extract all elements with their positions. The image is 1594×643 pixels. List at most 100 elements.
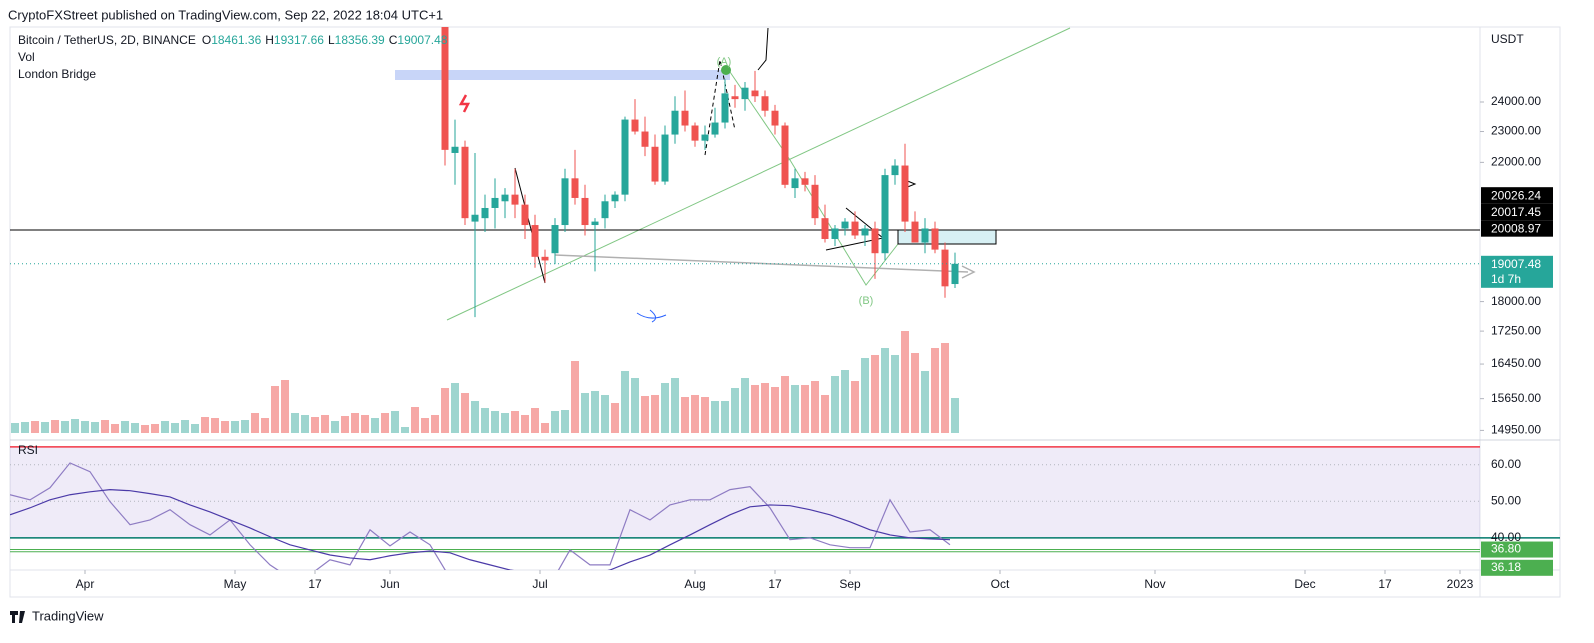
flash-icon [458, 94, 471, 113]
volume-bar [191, 424, 199, 433]
candle-body [711, 122, 719, 135]
last-price-label: 19007.48 [1491, 257, 1541, 271]
candle-body [941, 249, 949, 287]
x-tick-label: Sep [839, 577, 861, 591]
volume-bar [921, 371, 929, 433]
ohlc-value: 19317.66 [274, 33, 324, 47]
gray-line [554, 254, 969, 273]
volume-bar [351, 413, 359, 433]
volume-bar [371, 418, 379, 433]
volume-bar [731, 388, 739, 433]
price-badge [1481, 220, 1553, 237]
volume-bar [821, 395, 829, 433]
x-tick-label: 17 [308, 577, 322, 591]
volume-bar [91, 422, 99, 433]
candle-body [581, 197, 589, 226]
ohlc-letter: C [389, 33, 398, 47]
volume-bar [481, 408, 489, 433]
volume-bar [141, 425, 149, 433]
x-tick-label: 2023 [1447, 577, 1474, 591]
volume-bar [581, 393, 589, 433]
volume-bar [271, 386, 279, 433]
price-pane [10, 27, 1480, 433]
volume-bar [491, 411, 499, 433]
volume-bar [321, 415, 329, 433]
rsi-badge-label: 36.18 [1491, 560, 1521, 574]
volume-bar [401, 427, 409, 433]
zone [395, 70, 730, 80]
volume-bar [641, 396, 649, 433]
volume-bar [361, 415, 369, 433]
candle-body [651, 146, 659, 182]
volume-bar [681, 397, 689, 433]
volume-bar [281, 380, 289, 433]
volume-bar [211, 418, 219, 433]
candle-body [871, 228, 879, 254]
volume-bar [701, 397, 709, 433]
volume-bar [711, 401, 719, 433]
candle-body [851, 221, 859, 236]
candle-body [741, 87, 749, 100]
y-tick-label: 23000.00 [1491, 124, 1541, 138]
candle-body [731, 96, 739, 100]
candle-body [531, 225, 539, 257]
squiggle [636, 309, 667, 323]
volume-bar [791, 385, 799, 433]
candle-body [471, 214, 479, 222]
candle-body [761, 96, 769, 111]
x-tick-label: Jun [380, 577, 399, 591]
x-tick-label: May [224, 577, 247, 591]
volume-bar [131, 423, 139, 433]
candle-body [751, 90, 759, 97]
point [721, 65, 731, 75]
volume-bar [771, 387, 779, 433]
x-tick-label: Aug [684, 577, 705, 591]
volume-bar [121, 421, 129, 433]
candle-body [931, 228, 939, 250]
volume-bar [871, 355, 879, 433]
x-tick-label: Nov [1144, 577, 1165, 591]
black-line [514, 167, 546, 284]
volume-bar [391, 411, 399, 433]
volume-bar [551, 411, 559, 433]
rsi-band [10, 446, 1480, 538]
rsi-line [10, 462, 951, 570]
rsi-title: RSI [18, 443, 38, 457]
volume-bar [861, 358, 869, 433]
volume-bar [201, 417, 209, 433]
candle-body [681, 110, 689, 126]
last-price-badge [1481, 255, 1553, 288]
candle-body [771, 110, 779, 126]
candle-body [831, 228, 839, 239]
candle-body [691, 125, 699, 141]
ohlc-letter: H [265, 33, 274, 47]
volume-bar [801, 385, 809, 433]
volume-bar [311, 417, 319, 433]
candle-body [841, 221, 849, 229]
volume-bar [671, 378, 679, 433]
candle-body [911, 221, 919, 243]
volume-bar [51, 420, 59, 433]
rsi-tick-label: 40.00 [1491, 530, 1521, 544]
volume-bar [761, 383, 769, 433]
volume-bar [111, 424, 119, 433]
price-badge [1481, 187, 1553, 204]
volume-bar [61, 421, 69, 433]
x-tick-label: Jul [532, 577, 547, 591]
published-note: CryptoFXStreet published on TradingView.… [8, 7, 443, 22]
volume-bar [691, 395, 699, 433]
volume-bar [941, 343, 949, 433]
volume-bar [911, 353, 919, 433]
candle-body [801, 178, 809, 185]
volume-bar [161, 421, 169, 433]
volume-bar [151, 424, 159, 433]
price-badge-label: 20026.24 [1491, 188, 1541, 202]
candle-body [951, 263, 959, 285]
candle-body [601, 201, 609, 219]
volume-bar [521, 415, 529, 433]
volume-bar [221, 421, 229, 433]
volume-bar [781, 376, 789, 433]
volume-bar [511, 411, 519, 433]
volume-bar [471, 401, 479, 433]
